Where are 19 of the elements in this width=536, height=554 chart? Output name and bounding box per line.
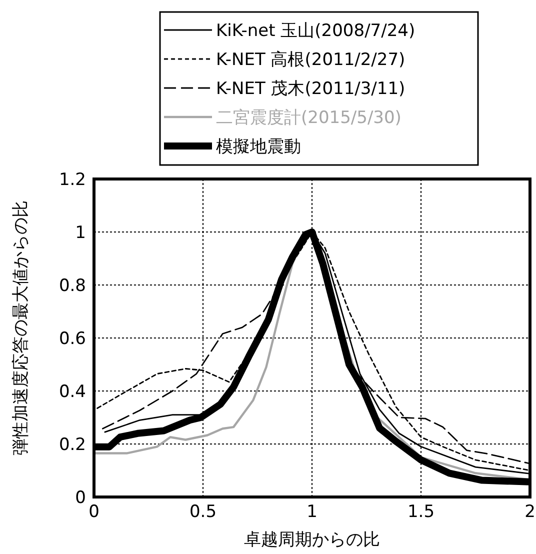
legend-label: K-NET 高根(2011/2/27) — [216, 50, 406, 70]
y-axis-title: 弾性加速度応答の最大値からの比 — [11, 200, 31, 456]
x-tick-label: 1.5 — [407, 502, 435, 522]
y-tick-label: 0.4 — [58, 382, 86, 402]
legend-label: K-NET 茂木(2011/3/11) — [216, 79, 406, 99]
legend-label: KiK-net 玉山(2008/7/24) — [216, 21, 416, 41]
y-tick-label: 0 — [75, 488, 86, 508]
y-tick-label: 0.6 — [58, 329, 86, 349]
x-axis-title: 卓越周期からの比 — [244, 530, 380, 550]
y-tick-label: 1 — [75, 223, 86, 243]
y-tick-label: 0.2 — [58, 435, 86, 455]
x-tick-label: 0 — [88, 502, 100, 522]
y-tick-label: 1.2 — [58, 170, 86, 190]
legend-label: 二宮震度計(2015/5/30) — [216, 108, 402, 128]
x-tick-label: 0.5 — [189, 502, 217, 522]
y-tick-label: 0.8 — [58, 276, 86, 296]
x-tick-label: 1 — [306, 502, 318, 522]
x-tick-label: 2 — [524, 502, 536, 522]
legend-label: 模擬地震動 — [216, 137, 301, 157]
